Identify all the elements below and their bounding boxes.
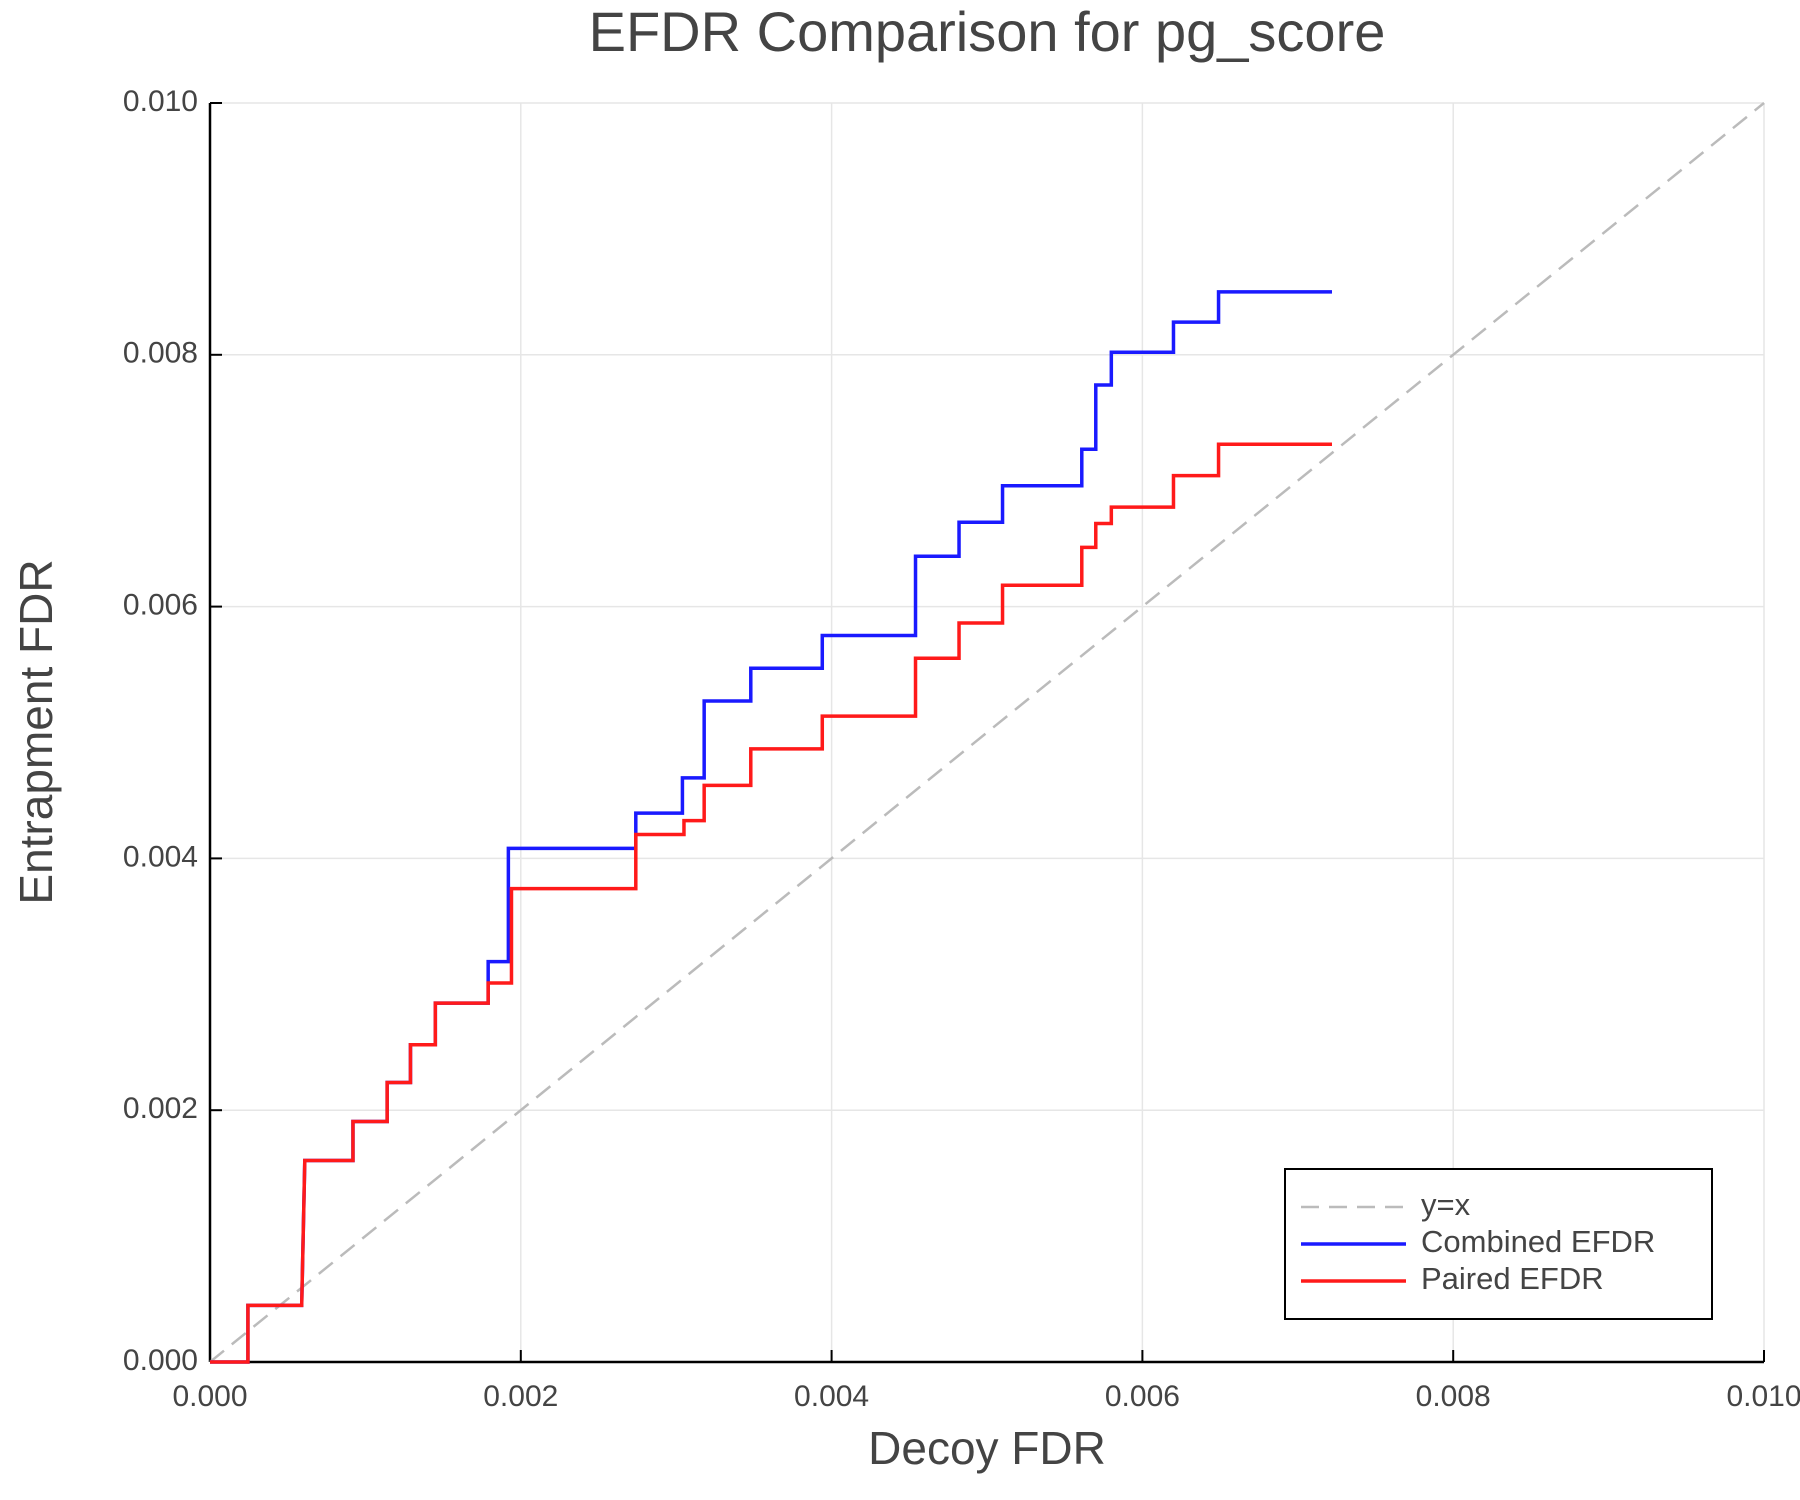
x-tick-label: 0.010 (1726, 1380, 1800, 1413)
series-line (210, 290, 1332, 1364)
y-tick-label: 0.006 (123, 589, 198, 622)
x-tick-label: 0.004 (794, 1380, 869, 1413)
y-tick-label: 0.010 (123, 85, 198, 118)
series-line (210, 442, 1332, 1364)
legend-label: Paired EFDR (1421, 1261, 1604, 1296)
y-tick-label: 0.008 (123, 337, 198, 370)
chart-title: EFDR Comparison for pg_score (589, 0, 1386, 63)
x-axis-label: Decoy FDR (868, 1422, 1106, 1474)
x-tick-label: 0.008 (1416, 1380, 1491, 1413)
y-tick-label: 0.000 (123, 1344, 198, 1377)
x-tick-label: 0.000 (172, 1380, 247, 1413)
series-line (209, 102, 1765, 1363)
y-tick-label: 0.004 (123, 840, 198, 873)
legend-label: y=x (1421, 1187, 1471, 1222)
x-tick-label: 0.006 (1105, 1380, 1180, 1413)
x-tick-label: 0.002 (483, 1380, 558, 1413)
y-axis-label: Entrapment FDR (10, 559, 62, 904)
legend-label: Combined EFDR (1421, 1224, 1655, 1259)
y-tick-label: 0.002 (123, 1092, 198, 1125)
